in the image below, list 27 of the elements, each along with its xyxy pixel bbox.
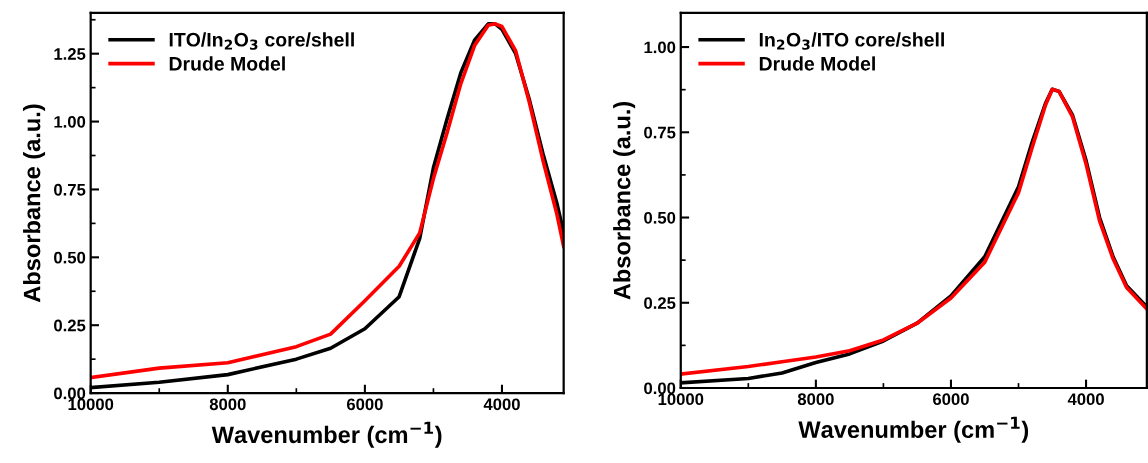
legend-label: In$_{2}$O$_{3}$/ITO core/shell	[759, 32, 944, 50]
y-tick-label: 1.25	[54, 48, 86, 60]
y-tick-label: 1.00	[54, 115, 86, 128]
y-axis-title: Absorbance (a.u.)	[23, 104, 46, 303]
x-tick-label: 6000	[933, 393, 969, 406]
y-tick-label: 0.50	[644, 211, 676, 224]
x-tick-label: 4000	[1067, 393, 1104, 406]
x-axis-title: Wavenumber (cm$^{−1}$)	[211, 421, 442, 448]
legend-label: Drude Model	[759, 56, 875, 71]
y-tick-label: 0.75	[644, 126, 676, 139]
legend-label: ITO/In$_{2}$O$_{3}$ core/shell	[169, 32, 354, 50]
y-tick-label: 0.00	[644, 382, 676, 395]
x-tick-label: 4000	[483, 398, 520, 411]
y-tick-label: 1.00	[644, 41, 676, 54]
legend-label: Drude Model	[169, 56, 285, 71]
y-tick-label: 0.75	[54, 183, 86, 196]
y-tick-label: 0.25	[54, 319, 86, 332]
x-tick-label: 6000	[346, 398, 383, 411]
y-tick-label: 0.00	[54, 387, 86, 400]
x-tick-label: 10000	[68, 398, 114, 411]
x-tick-label: 10000	[658, 393, 704, 406]
y-tick-label: 0.25	[644, 297, 676, 309]
x-tick-label: 8000	[797, 393, 834, 406]
x-tick-label: 8000	[209, 398, 246, 411]
x-axis-title: Wavenumber (cm$^{−1}$)	[798, 416, 1029, 443]
y-axis-title: Absorbance (a.u.)	[613, 101, 636, 300]
y-tick-label: 0.50	[54, 251, 86, 264]
